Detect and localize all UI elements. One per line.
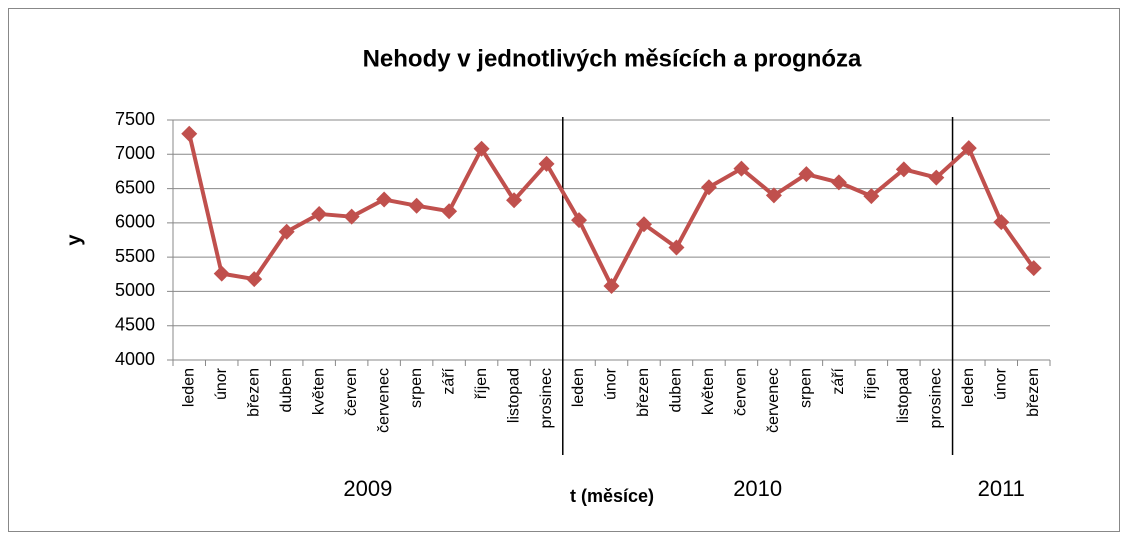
data-point xyxy=(863,188,880,205)
data-point xyxy=(473,140,490,157)
x-tick-label: září xyxy=(830,367,847,394)
data-point xyxy=(538,155,555,172)
data-point xyxy=(408,197,425,214)
data-point xyxy=(928,169,945,186)
data-point xyxy=(960,140,977,157)
group-label: 2009 xyxy=(343,476,392,501)
x-tick-label: srpen xyxy=(408,368,425,408)
x-tick-label: duben xyxy=(668,368,685,413)
data-point xyxy=(343,208,360,225)
x-tick-label: květen xyxy=(700,368,717,415)
chart-frame xyxy=(8,8,1120,532)
data-point xyxy=(798,166,815,183)
data-point xyxy=(635,216,652,233)
x-tick-label: únor xyxy=(992,367,1009,400)
x-axis-title: t (měsíce) xyxy=(570,486,654,506)
data-point xyxy=(376,191,393,208)
y-tick-label: 4500 xyxy=(115,314,155,334)
x-tick-label: listopad xyxy=(895,368,912,423)
y-tick-label: 5500 xyxy=(115,246,155,266)
x-tick-label: červen xyxy=(733,368,750,416)
data-point xyxy=(278,223,295,240)
y-tick-label: 5000 xyxy=(115,280,155,300)
x-tick-label: únor xyxy=(213,367,230,400)
group-label: 2011 xyxy=(978,476,1025,501)
x-tick-label: duben xyxy=(278,368,295,413)
y-tick-label: 7500 xyxy=(115,109,155,129)
data-point xyxy=(993,214,1010,231)
y-tick-label: 6000 xyxy=(115,212,155,232)
x-tick-label: červenec xyxy=(765,368,782,433)
data-point xyxy=(213,265,230,282)
x-tick-label: září xyxy=(440,367,457,394)
data-point xyxy=(506,192,523,209)
data-point xyxy=(733,160,750,177)
x-tick-label: březen xyxy=(245,368,262,417)
x-tick-label: březen xyxy=(1025,368,1042,417)
x-tick-label: červen xyxy=(343,368,360,416)
data-point xyxy=(603,277,620,294)
data-point xyxy=(311,205,328,222)
group-label: 2010 xyxy=(733,476,782,501)
x-tick-label: březen xyxy=(635,368,652,417)
y-tick-label: 6500 xyxy=(115,177,155,197)
x-tick-label: říjen xyxy=(863,368,880,399)
data-point xyxy=(571,212,588,229)
x-tick-label: leden xyxy=(960,368,977,407)
y-tick-label: 4000 xyxy=(115,349,155,369)
data-point xyxy=(1025,260,1042,277)
x-tick-label: květen xyxy=(310,368,327,415)
chart-title: Nehody v jednotlivých měsících a prognóz… xyxy=(363,45,862,72)
x-tick-label: prosinec xyxy=(538,368,555,428)
x-tick-label: leden xyxy=(180,368,197,407)
x-tick-label: prosinec xyxy=(928,368,945,428)
x-tick-label: únor xyxy=(603,367,620,400)
data-point xyxy=(700,179,717,196)
data-point xyxy=(246,271,263,288)
data-point xyxy=(895,161,912,178)
data-point xyxy=(668,239,685,256)
y-tick-label: 7000 xyxy=(115,143,155,163)
data-point xyxy=(181,125,198,142)
data-point xyxy=(830,174,847,191)
x-tick-label: červenec xyxy=(375,368,392,433)
data-point xyxy=(765,187,782,204)
x-tick-label: leden xyxy=(570,368,587,407)
x-tick-label: listopad xyxy=(505,368,522,423)
x-tick-label: říjen xyxy=(473,368,490,399)
x-tick-label: srpen xyxy=(798,368,815,408)
data-point xyxy=(441,203,458,220)
y-axis-title: y xyxy=(63,234,85,246)
